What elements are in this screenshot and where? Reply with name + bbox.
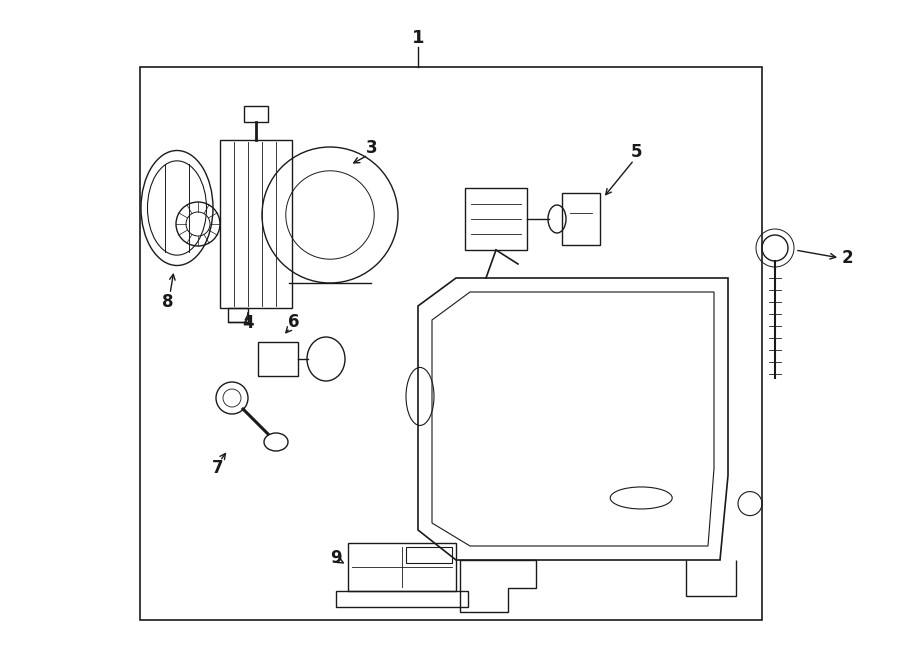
Bar xyxy=(220,140,292,308)
Bar xyxy=(140,67,762,620)
Bar xyxy=(228,308,248,322)
Text: 1: 1 xyxy=(412,29,424,47)
Bar xyxy=(406,547,452,563)
Bar xyxy=(562,193,600,245)
Bar xyxy=(348,543,456,591)
Text: 4: 4 xyxy=(242,314,254,332)
Text: 8: 8 xyxy=(162,293,174,311)
Text: 9: 9 xyxy=(330,549,342,567)
Text: 3: 3 xyxy=(366,139,378,157)
Text: 5: 5 xyxy=(630,143,642,161)
Text: 2: 2 xyxy=(842,249,853,267)
Bar xyxy=(244,106,268,122)
Text: 7: 7 xyxy=(212,459,224,477)
Bar xyxy=(336,591,468,607)
Text: 6: 6 xyxy=(288,313,300,331)
Bar xyxy=(258,342,298,376)
Bar xyxy=(465,188,527,250)
